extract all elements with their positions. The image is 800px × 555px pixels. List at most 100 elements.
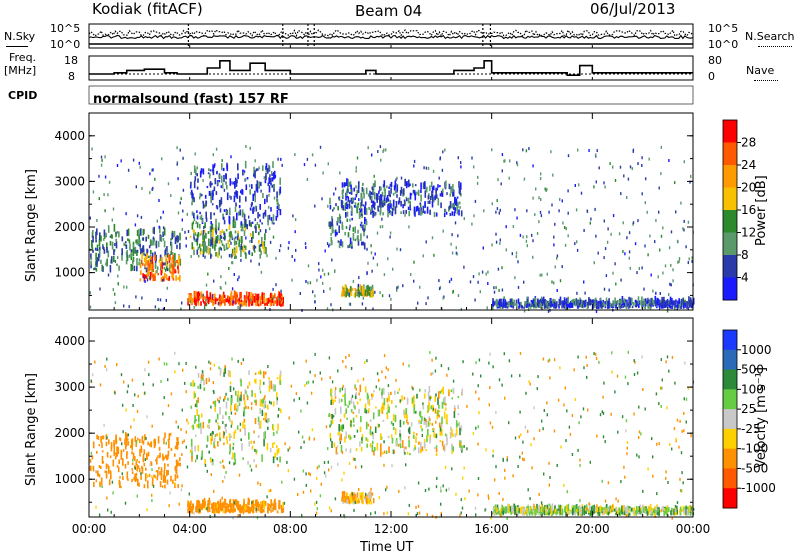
velocity-echo-cell (329, 507, 330, 510)
velocity-echo-cell (177, 476, 179, 478)
power-echo-cell (387, 210, 389, 217)
velocity-echo-cell (207, 425, 208, 428)
power-echo-cell (600, 298, 601, 301)
power-echo-cell (689, 257, 690, 260)
power-echo-cell (495, 286, 496, 289)
power-colorbar-swatch (723, 210, 737, 233)
power-ytick-label: 2000 (54, 220, 85, 234)
power-echo-cell (213, 238, 215, 244)
power-echo-cell (133, 159, 134, 162)
velocity-echo-cell (459, 428, 461, 435)
velocity-echo-cell (314, 438, 315, 441)
velocity-echo-cell (498, 507, 499, 510)
velocity-echo-cell (222, 497, 223, 500)
power-echo-cell (597, 149, 598, 152)
power-echo-cell (575, 299, 577, 306)
power-echo-cell (669, 283, 670, 286)
velocity-echo-cell (371, 502, 372, 505)
power-echo-cell (439, 287, 440, 290)
power-echo-cell (247, 177, 249, 179)
velocity-echo-cell (416, 394, 418, 399)
power-echo-cell (272, 288, 273, 291)
power-echo-cell (633, 221, 634, 224)
power-echo-cell (449, 280, 450, 283)
velocity-echo-cell (445, 407, 447, 410)
power-echo-cell (568, 154, 569, 157)
velocity-echo-cell (419, 420, 421, 422)
velocity-echo-cell (520, 352, 521, 355)
velocity-echo-cell (679, 478, 680, 481)
power-echo-cell (320, 146, 321, 149)
power-echo-cell (371, 192, 372, 195)
power-echo-cell (651, 274, 652, 277)
power-echo-cell (322, 269, 323, 272)
power-echo-cell (91, 240, 93, 248)
power-echo-cell (240, 209, 242, 215)
power-colorbar-swatch (723, 165, 737, 188)
power-echo-cell (135, 247, 136, 250)
velocity-echo-cell (103, 424, 104, 427)
power-echo-cell (92, 250, 94, 253)
power-echo-cell (663, 297, 665, 305)
power-echo-cell (218, 298, 220, 300)
velocity-echo-cell (478, 411, 479, 414)
velocity-echo-cell (388, 406, 390, 413)
velocity-echo-cell (366, 498, 368, 504)
velocity-echo-cell (232, 509, 234, 512)
velocity-echo-cell (412, 387, 413, 390)
velocity-ytick-label: 4000 (54, 334, 85, 348)
power-echo-cell (442, 169, 443, 172)
power-echo-cell (606, 298, 607, 301)
power-echo-cell (351, 218, 353, 221)
velocity-echo-cell (132, 404, 133, 407)
power-echo-cell (632, 167, 633, 170)
velocity-echo-cell (310, 371, 311, 374)
velocity-echo-cell (477, 443, 478, 446)
power-echo-cell (170, 238, 172, 240)
velocity-echo-cell (429, 397, 430, 400)
power-echo-cell (620, 279, 621, 282)
power-echo-cell (249, 184, 250, 187)
velocity-echo-cell (387, 368, 388, 371)
power-echo-cell (351, 198, 353, 202)
power-echo-cell (575, 184, 576, 187)
power-echo-cell (203, 296, 205, 300)
power-echo-cell (509, 177, 510, 180)
velocity-echo-cell (269, 507, 271, 511)
power-echo-cell (250, 233, 252, 237)
power-echo-cell (96, 248, 98, 251)
power-echo-cell (502, 153, 503, 156)
power-echo-cell (505, 300, 507, 304)
velocity-echo-cell (202, 505, 204, 509)
power-echo-cell (482, 271, 483, 274)
velocity-echo-cell (243, 358, 244, 361)
velocity-echo-cell (260, 399, 262, 406)
power-echo-cell (231, 235, 233, 239)
power-echo-cell (113, 256, 115, 262)
power-echo-cell (547, 273, 548, 276)
velocity-echo-cell (142, 436, 144, 439)
velocity-echo-cell (588, 502, 589, 505)
velocity-echo-cell (603, 509, 605, 514)
power-echo-cell (346, 178, 348, 186)
power-echo-cell (243, 172, 245, 175)
power-echo-cell (250, 147, 251, 150)
power-echo-cell (362, 286, 364, 294)
power-echo-cell (176, 238, 177, 241)
power-echo-cell (161, 235, 163, 242)
velocity-echo-cell (140, 472, 141, 475)
velocity-echo-cell (346, 418, 348, 420)
velocity-echo-cell (219, 396, 220, 399)
power-echo-cell (540, 198, 541, 201)
power-echo-cell (501, 182, 502, 185)
power-echo-cell (345, 284, 347, 291)
power-echo-cell (234, 238, 236, 246)
velocity-echo-cell (176, 421, 177, 424)
power-echo-cell (358, 276, 359, 279)
velocity-echo-cell (368, 408, 369, 411)
velocity-echo-cell (174, 352, 175, 355)
power-echo-cell (164, 241, 166, 248)
velocity-echo-cell (266, 495, 267, 498)
velocity-echo-cell (428, 403, 430, 410)
power-echo-cell (449, 184, 451, 190)
